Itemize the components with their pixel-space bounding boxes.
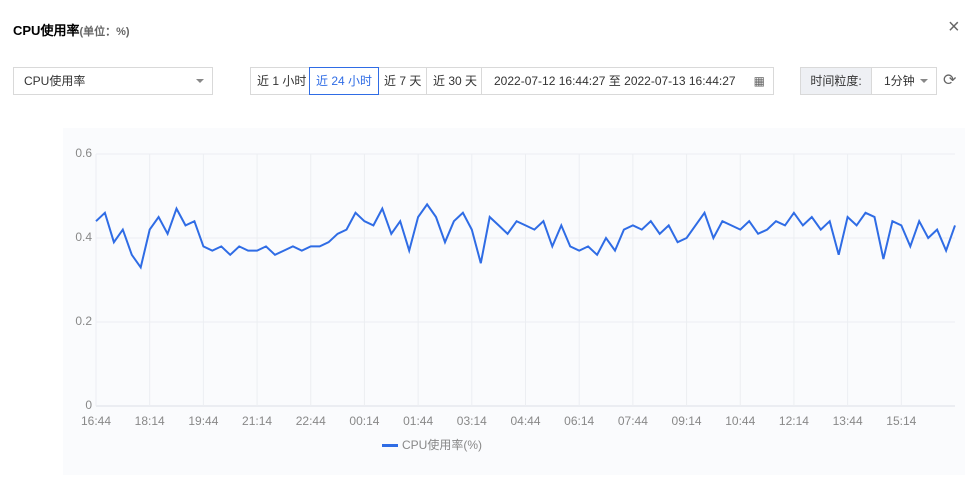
x-tick-label: 10:44 (725, 414, 755, 428)
title-unit: (单位：%) (79, 26, 130, 38)
chart-background (63, 128, 965, 475)
x-tick-label: 21:14 (242, 414, 272, 428)
close-button[interactable]: × (948, 16, 960, 38)
x-tick-label: 19:44 (188, 414, 218, 428)
range-button[interactable]: 近 24 小时 (309, 67, 380, 95)
y-tick-label: 0.6 (75, 146, 92, 160)
title-text: CPU使用率 (13, 23, 80, 38)
date-sep: 至 (608, 74, 621, 88)
x-tick-label: 15:14 (886, 414, 916, 428)
y-tick-label: 0.4 (75, 230, 92, 244)
granularity-select[interactable]: 1分钟 (871, 67, 937, 95)
x-tick-label: 03:14 (457, 414, 487, 428)
x-tick-label: 04:44 (510, 414, 540, 428)
metric-select[interactable]: CPU使用率 (13, 67, 213, 95)
x-tick-label: 18:14 (135, 414, 165, 428)
date-start: 2022-07-12 16:44:27 (494, 74, 606, 88)
x-tick-label: 09:14 (672, 414, 702, 428)
y-tick-label: 0.2 (75, 314, 92, 328)
legend-label: CPU使用率(%) (402, 437, 482, 452)
x-tick-label: 13:44 (833, 414, 863, 428)
date-range[interactable]: 2022-07-12 16:44:27 至 2022-07-13 16:44:2… (481, 67, 774, 95)
data-line (95, 202, 956, 270)
x-tick-label: 06:14 (564, 414, 594, 428)
legend-swatch (382, 444, 398, 447)
calendar-icon: ▦ (753, 74, 765, 88)
dialog-title: CPU使用率(单位：%) (13, 20, 130, 39)
range-button[interactable]: 近 30 天 (426, 67, 485, 95)
x-tick-label: 00:14 (349, 414, 379, 428)
range-button[interactable]: 近 1 小时 (250, 67, 314, 95)
refresh-button[interactable]: ⟳ (943, 72, 957, 89)
x-tick-label: 01:44 (403, 414, 433, 428)
x-tick-label: 22:44 (296, 414, 326, 428)
y-tick-label: 0 (85, 398, 92, 412)
range-button[interactable]: 近 7 天 (377, 67, 429, 95)
x-tick-label: 07:44 (618, 414, 648, 428)
chart: 0 0.2 0.4 0.6 16:44 18:14 19:44 21:14 22:44 00:14… (63, 128, 965, 475)
x-tick-label: 16:44 (81, 414, 111, 428)
x-tick-label: 12:14 (779, 414, 809, 428)
date-end: 2022-07-13 16:44:27 (624, 74, 736, 88)
granularity-label: 时间粒度: (800, 67, 872, 95)
